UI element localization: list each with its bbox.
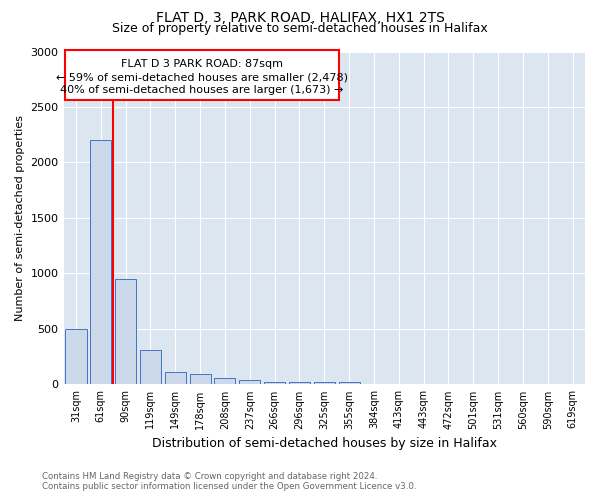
Bar [314,382,335,384]
Text: FLAT D 3 PARK ROAD: 87sqm: FLAT D 3 PARK ROAD: 87sqm [121,60,283,70]
Bar [165,372,186,384]
Bar [338,382,359,384]
X-axis label: Distribution of semi-detached houses by size in Halifax: Distribution of semi-detached houses by … [152,437,497,450]
Text: ← 59% of semi-detached houses are smaller (2,478): ← 59% of semi-detached houses are smalle… [56,72,348,82]
Bar [214,378,235,384]
Bar [90,140,112,384]
Bar [289,382,310,384]
Y-axis label: Number of semi-detached properties: Number of semi-detached properties [15,115,25,321]
Text: 40% of semi-detached houses are larger (1,673) →: 40% of semi-detached houses are larger (… [60,85,344,95]
Bar [115,279,136,384]
Text: FLAT D, 3, PARK ROAD, HALIFAX, HX1 2TS: FLAT D, 3, PARK ROAD, HALIFAX, HX1 2TS [155,11,445,25]
Text: Size of property relative to semi-detached houses in Halifax: Size of property relative to semi-detach… [112,22,488,35]
FancyBboxPatch shape [65,50,339,100]
Bar [264,382,285,384]
Bar [140,350,161,384]
Text: Contains HM Land Registry data © Crown copyright and database right 2024.
Contai: Contains HM Land Registry data © Crown c… [42,472,416,491]
Bar [239,380,260,384]
Bar [65,329,86,384]
Bar [190,374,211,384]
